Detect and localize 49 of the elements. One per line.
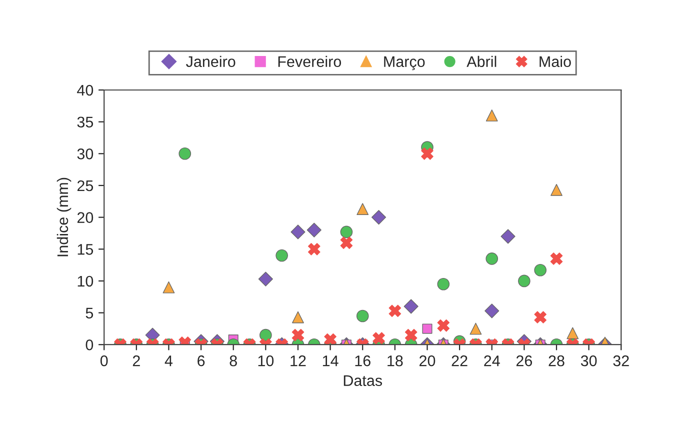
y-tick-label: 35 — [77, 116, 94, 128]
point — [371, 210, 386, 225]
x-tick-label: 28 — [548, 355, 564, 366]
y-tick-label: 25 — [77, 180, 94, 192]
legend-label: Abril — [466, 56, 496, 68]
x-axis-title: Datas — [344, 375, 382, 386]
point — [162, 281, 175, 294]
x-tick-label: 10 — [258, 355, 274, 366]
point — [534, 264, 547, 276]
legend-label: Março — [384, 56, 425, 70]
y-tick-label: 20 — [77, 212, 94, 223]
legend-label: Maio — [540, 56, 571, 68]
point — [306, 222, 322, 238]
point — [500, 229, 516, 244]
point — [437, 278, 450, 290]
x-tick-label: 20 — [420, 355, 436, 366]
x-tick-label: 22 — [452, 355, 468, 366]
y-tick-label: 10 — [78, 276, 94, 287]
x-tick-label: 4 — [164, 356, 173, 366]
point — [518, 274, 530, 288]
x-tick-label: 32 — [613, 355, 629, 366]
point — [290, 224, 306, 240]
point — [258, 272, 273, 286]
point — [340, 236, 353, 249]
y-tick-label: 40 — [77, 84, 94, 96]
x-tick-label: 26 — [516, 355, 532, 366]
legend-label: Janeiro — [186, 56, 236, 68]
y-tick-label: 15 — [78, 244, 94, 255]
point — [486, 252, 498, 265]
y-tick-label: 30 — [77, 148, 94, 160]
point — [308, 242, 320, 256]
x-tick-label: 18 — [388, 355, 403, 366]
x-tick-label: 0 — [100, 355, 108, 366]
x-tick-label: 24 — [484, 355, 500, 366]
point — [550, 252, 563, 265]
point — [340, 226, 353, 238]
y-axis-title: Indice (mm) — [56, 178, 72, 256]
y-tick-label: 0 — [86, 339, 94, 350]
point — [356, 203, 369, 215]
x-tick-label: 8 — [230, 355, 237, 366]
legend-label: Fevereiro — [278, 56, 342, 68]
x-tick-label: 2 — [132, 355, 140, 366]
y-tick-label: 5 — [86, 308, 94, 318]
x-tick-label: 12 — [290, 355, 306, 366]
x-tick-label: 16 — [355, 355, 370, 366]
x-tick-label: 14 — [322, 356, 338, 366]
x-tick-label: 30 — [580, 355, 597, 366]
x-tick-label: 6 — [198, 355, 205, 366]
point — [276, 249, 288, 262]
